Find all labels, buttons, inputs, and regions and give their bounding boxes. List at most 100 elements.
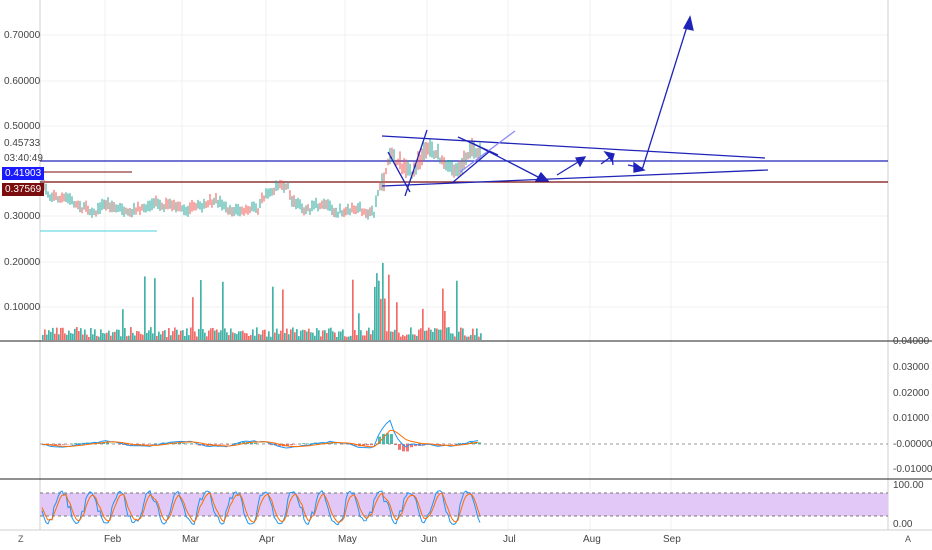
macd-histogram-bar: [378, 436, 381, 444]
volume-bar: [258, 333, 260, 340]
volume-bar: [76, 327, 78, 340]
volume-bar: [418, 329, 420, 340]
volume-bar: [240, 331, 242, 340]
volume-bar: [140, 333, 142, 340]
volume-bar: [222, 281, 224, 340]
volume-bar: [368, 327, 370, 340]
volume-bar: [104, 333, 106, 340]
macd-histogram-bar: [106, 442, 109, 444]
macd-axis-label: -0.01000: [893, 464, 932, 475]
volume-bar: [204, 332, 206, 340]
volume-bar: [216, 329, 218, 340]
volume-bar: [160, 334, 162, 340]
volume-bar: [220, 330, 222, 340]
stoch-k-line: [41, 489, 481, 526]
volume-bar: [382, 262, 384, 340]
volume-bar: [128, 335, 130, 340]
volume-bar: [272, 286, 274, 340]
volume-bar: [234, 333, 236, 340]
volume-bar: [212, 327, 214, 340]
volume-bar: [88, 336, 90, 340]
volume-bar: [420, 328, 422, 340]
volume-bar: [344, 336, 346, 340]
volume-bar: [472, 328, 474, 340]
volume-bar: [268, 331, 270, 340]
macd-histogram-bar: [386, 433, 389, 444]
auto-scale-button[interactable]: A: [905, 534, 912, 544]
macd-histogram-bar: [78, 443, 81, 444]
volume-bar: [158, 331, 160, 340]
price-axis-label: 0.60000: [4, 76, 41, 87]
volume-bar: [248, 336, 250, 340]
volume-bar: [252, 329, 254, 340]
volume-bar: [416, 335, 418, 340]
volume-bar: [86, 334, 88, 340]
price-axis-label: 0.50000: [4, 121, 41, 132]
macd-histogram-bar: [278, 444, 281, 447]
volume-bar: [372, 330, 374, 340]
volume-bar: [290, 329, 292, 340]
volume-bar: [206, 336, 208, 340]
volume-bar: [132, 332, 134, 340]
volume-bar: [442, 288, 444, 340]
volume-bar: [150, 327, 152, 340]
volume-bar: [106, 332, 108, 340]
month-label: Apr: [259, 534, 275, 545]
macd-histogram-bar: [450, 444, 453, 445]
volume-bar: [166, 336, 168, 340]
macd-histogram-bar: [178, 442, 181, 444]
volume-bar: [374, 286, 376, 340]
volume-bar: [62, 327, 64, 340]
price-candles: [41, 137, 481, 220]
volume-bar: [48, 330, 50, 340]
volume-bar: [480, 333, 482, 340]
macd-histogram-bar: [54, 444, 57, 446]
macd-histogram-bar: [206, 444, 209, 446]
macd-histogram-bar: [238, 442, 241, 444]
volume-bar: [326, 332, 328, 340]
volume-bar: [198, 328, 200, 340]
volume-bar: [386, 331, 388, 340]
volume-bar: [60, 327, 62, 340]
volume-bar: [190, 327, 192, 340]
volume-bar: [324, 330, 326, 340]
volume-bar: [440, 329, 442, 340]
volume-bar: [458, 331, 460, 340]
macd-axis-label: -0.00000: [893, 439, 932, 450]
macd-histogram-bar: [138, 444, 141, 445]
price-axis-label: 0.45733: [4, 138, 41, 149]
volume-bar: [438, 329, 440, 340]
macd-histogram-bar: [202, 444, 205, 446]
volume-bar: [450, 333, 452, 340]
volume-bar: [328, 328, 330, 340]
stoch-d-line: [41, 492, 481, 523]
macd-histogram-bar: [146, 444, 149, 445]
volume-bar: [64, 333, 66, 340]
volume-bar: [404, 336, 406, 340]
zoom-reset-button[interactable]: Z: [18, 534, 24, 544]
volume-bar: [446, 327, 448, 340]
volume-bar: [264, 329, 266, 340]
volume-bar: [100, 329, 102, 340]
volume-bar: [266, 336, 268, 340]
month-label: Jun: [421, 534, 438, 545]
volume-bar: [466, 336, 468, 340]
volume-bar: [314, 335, 316, 340]
volume-bar: [50, 331, 52, 340]
volume-bar: [256, 327, 258, 340]
volume-bar: [200, 280, 202, 340]
macd-histogram-bar: [474, 442, 477, 444]
macd-histogram-bar: [406, 444, 409, 452]
macd-histogram-bar: [130, 444, 133, 446]
volume-bar: [188, 335, 190, 340]
volume-bar: [378, 280, 380, 340]
volume-bar: [236, 334, 238, 340]
volume-bar: [172, 331, 174, 340]
volume-bar: [226, 332, 228, 340]
volume-bar: [262, 330, 264, 340]
volume-bar: [110, 335, 112, 340]
trend-drawings[interactable]: [381, 15, 769, 197]
volume-bar: [384, 298, 386, 340]
volume-bar: [390, 331, 392, 340]
